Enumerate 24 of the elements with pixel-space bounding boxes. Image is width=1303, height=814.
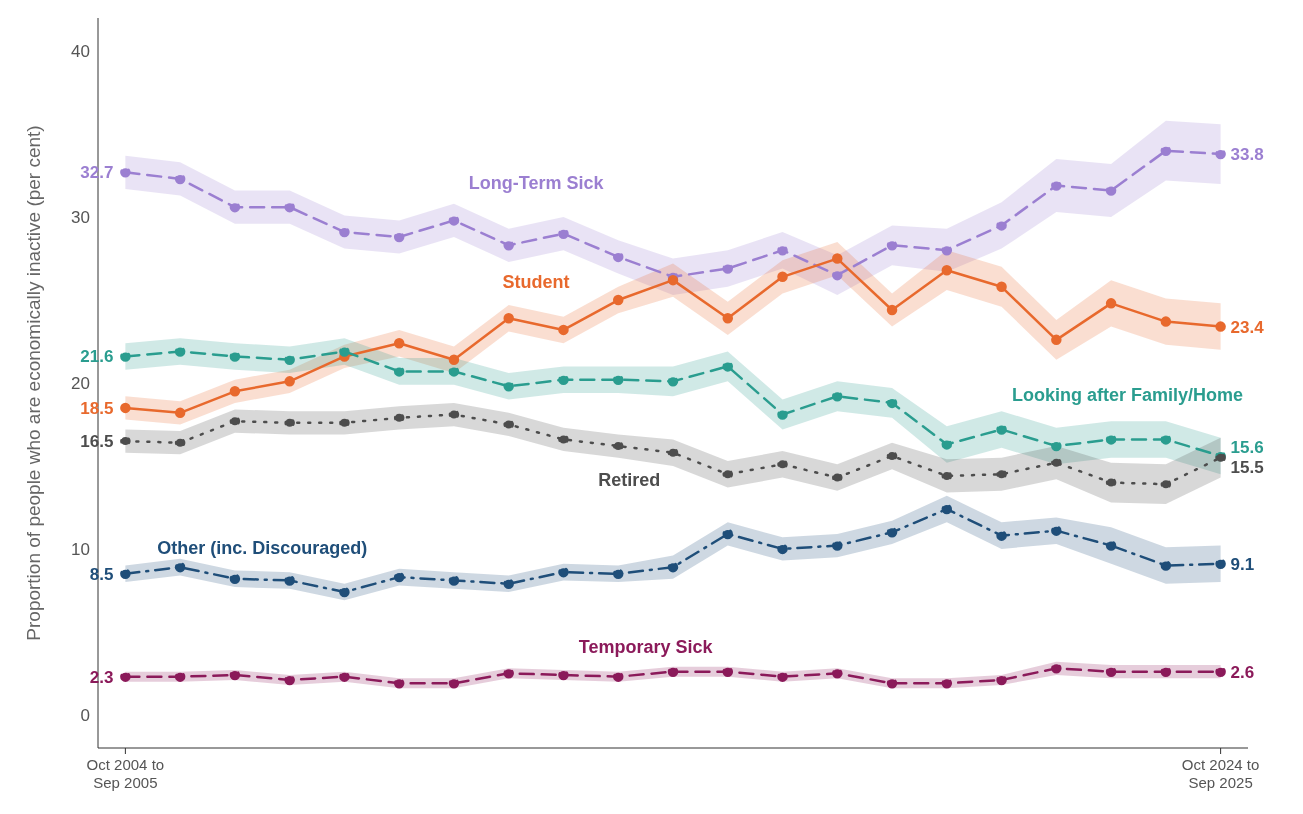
data-label: 21.6 <box>80 347 114 367</box>
data-label: 33.8 <box>1230 145 1264 165</box>
data-label: 15.6 <box>1230 438 1264 457</box>
series-label: Student <box>502 272 570 293</box>
series-label: Long-Term Sick <box>468 172 605 193</box>
y-tick-label: 0 <box>80 705 90 725</box>
y-tick-label: 30 <box>71 208 90 228</box>
y-axis-title: Proportion of people who are economically inactive (per cent) <box>22 125 44 641</box>
series-label: Retired <box>598 469 661 490</box>
data-label: 8.5 <box>89 564 114 584</box>
x-tick-label: Oct 2024 to Sep 2025 <box>1181 756 1260 791</box>
y-tick-label: 20 <box>71 374 90 394</box>
data-label: 9.1 <box>1230 554 1255 574</box>
data-label: 18.5 <box>80 398 114 418</box>
data-label: 15.5 <box>1230 457 1264 477</box>
series-label: Temporary Sick <box>578 637 714 658</box>
x-tick-label: Oct 2004 to Sep 2005 <box>86 756 165 791</box>
series-label: Other (inc. Discouraged) <box>157 537 368 558</box>
data-label: 23.4 <box>1230 317 1265 337</box>
data-label: 2.3 <box>89 667 114 687</box>
y-tick-label: 10 <box>71 539 90 559</box>
series-label: Looking after Family/Home <box>1012 385 1244 405</box>
y-tick-label: 40 <box>71 42 90 62</box>
data-label: 2.6 <box>1230 662 1255 682</box>
